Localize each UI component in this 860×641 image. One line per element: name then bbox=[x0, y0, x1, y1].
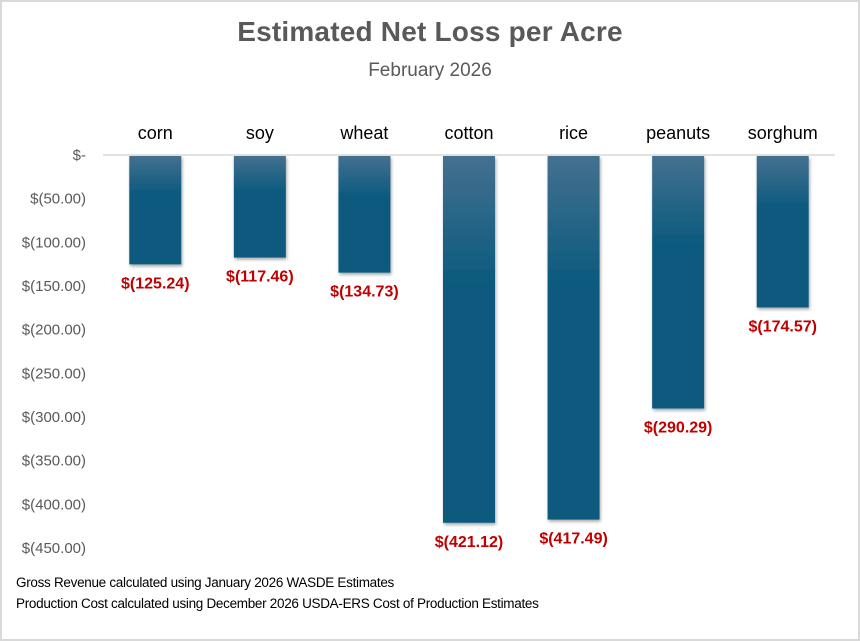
bar-soy bbox=[233, 156, 286, 258]
footnote-production-cost: Production Cost calculated using Decembe… bbox=[16, 596, 539, 611]
y-tick-label: $(400.00) bbox=[22, 496, 86, 513]
data-label-sorghum: $(174.57) bbox=[748, 318, 817, 335]
category-label-cotton: cotton bbox=[444, 123, 493, 143]
category-axis: corn soy wheat cotton rice peanuts sorghum bbox=[138, 123, 818, 143]
bar-peanuts bbox=[652, 156, 705, 409]
category-label-wheat: wheat bbox=[339, 123, 388, 143]
y-tick-label: $(100.00) bbox=[22, 234, 86, 251]
y-tick-label: $(350.00) bbox=[22, 453, 86, 470]
data-label-wheat: $(134.73) bbox=[330, 284, 399, 301]
bar-corn bbox=[129, 156, 182, 265]
bar-sorghum bbox=[756, 156, 809, 308]
data-label-cotton: $(421.12) bbox=[435, 534, 504, 551]
data-label-corn: $(125.24) bbox=[121, 275, 190, 292]
data-label-soy: $(117.46) bbox=[226, 269, 294, 286]
bar-cotton bbox=[443, 156, 495, 523]
category-label-sorghum: sorghum bbox=[748, 123, 818, 143]
bar-rice bbox=[547, 156, 600, 520]
y-tick-label: $(450.00) bbox=[22, 540, 86, 557]
y-axis: $- $(50.00) $(100.00) $(150.00) $(200.00) $(2… bbox=[22, 147, 86, 557]
category-label-peanuts: peanuts bbox=[646, 123, 710, 143]
data-label-peanuts: $(290.29) bbox=[644, 420, 713, 437]
data-labels: $(125.24) $(117.46) $(134.73) $(421.12) $(41… bbox=[121, 269, 817, 551]
bar-series bbox=[129, 156, 809, 523]
category-label-corn: corn bbox=[138, 123, 173, 143]
category-label-soy: soy bbox=[246, 123, 274, 143]
data-label-rice: $(417.49) bbox=[539, 531, 608, 548]
y-tick-label: $(50.00) bbox=[30, 191, 86, 208]
footnote-gross-revenue: Gross Revenue calculated using January 2… bbox=[16, 575, 394, 590]
y-tick-label: $(300.00) bbox=[22, 409, 86, 426]
chart-title: Estimated Net Loss per Acre bbox=[237, 16, 623, 47]
category-label-rice: rice bbox=[559, 123, 588, 143]
y-tick-label: $- bbox=[73, 147, 86, 164]
y-tick-label: $(250.00) bbox=[22, 365, 86, 382]
bar-wheat bbox=[338, 156, 391, 273]
y-tick-label: $(150.00) bbox=[22, 278, 86, 295]
chart-subtitle: February 2026 bbox=[368, 60, 492, 81]
y-tick-label: $(200.00) bbox=[22, 322, 86, 339]
